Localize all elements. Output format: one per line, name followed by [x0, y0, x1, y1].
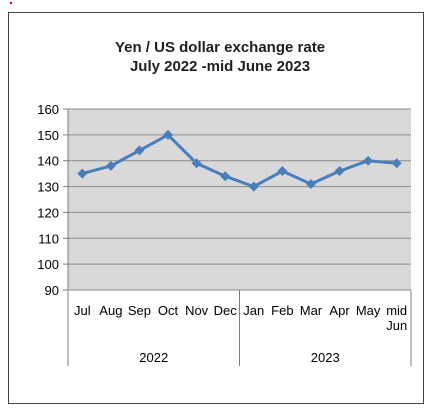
data-point-may: [363, 155, 374, 166]
x-tick-label-6: Jan: [243, 303, 264, 318]
y-tick-label-100: 100: [37, 257, 59, 272]
data-point-mar: [305, 178, 316, 189]
x-tick-label-10: May: [356, 303, 381, 318]
group-label-2023: 2023: [311, 350, 340, 365]
data-point-jul: [77, 168, 88, 179]
y-tick-label-160: 160: [37, 102, 59, 117]
y-tick-label-110: 110: [38, 231, 59, 246]
y-tick-label-120: 120: [37, 205, 59, 220]
data-point-mid-jun: [391, 158, 402, 169]
red-mark: [10, 2, 12, 4]
data-point-apr: [334, 166, 345, 177]
x-tick-label-3: Oct: [158, 303, 179, 318]
data-point-feb: [277, 166, 288, 177]
x-tick-label-8: Mar: [300, 303, 323, 318]
y-tick-label-150: 150: [37, 128, 59, 143]
y-tick-label-90: 90: [45, 283, 59, 298]
series-line: [80, 133, 399, 189]
chart-title: Yen / US dollar exchange rate: [114, 39, 326, 56]
data-point-aug: [105, 160, 116, 171]
y-tick-label-130: 130: [37, 180, 59, 195]
group-label-2022: 2022: [139, 350, 168, 365]
plot-area: [68, 109, 411, 290]
data-point-sep: [134, 145, 145, 156]
data-point-nov: [191, 158, 202, 169]
data-point-oct: [163, 129, 174, 140]
chart-subtitle: July 2022 -mid June 2023: [129, 58, 311, 75]
x-tick-label-1: Aug: [99, 303, 122, 318]
x-tick-label-11: mid Jun: [386, 303, 407, 333]
x-tick-label-7: Feb: [271, 303, 293, 318]
data-point-dec: [220, 171, 231, 182]
y-tick-label-140: 140: [37, 154, 59, 169]
x-tick-label-5: Dec: [214, 303, 238, 318]
x-tick-label-0: Jul: [74, 303, 91, 318]
x-tick-label-9: Apr: [329, 303, 350, 318]
x-tick-label-2: Sep: [128, 303, 151, 318]
x-tick-label-4: Nov: [185, 303, 209, 318]
data-point-jan: [248, 181, 259, 192]
chart-title-block: Yen / US dollar exchange rate July 2022 …: [14, 38, 426, 76]
